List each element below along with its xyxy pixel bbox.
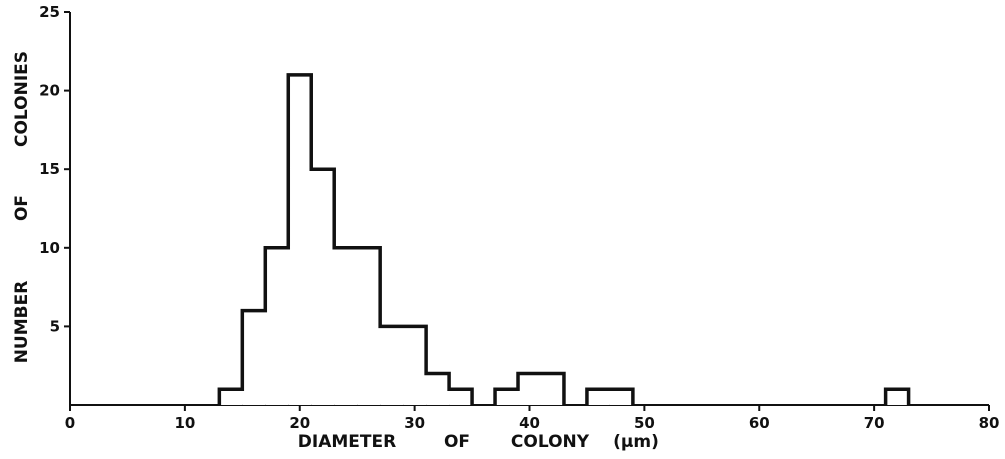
histogram-bar <box>242 310 266 405</box>
histogram-bar <box>449 389 473 405</box>
histogram-bar <box>540 373 564 405</box>
histogram-bar <box>609 389 633 405</box>
histogram-bar <box>288 74 312 405</box>
histogram-bar <box>219 389 243 405</box>
x-axis-title-word: COLONY <box>511 432 590 452</box>
x-axis-title: DIAMETER OF COLONY (μm) <box>298 432 659 452</box>
histogram-bars <box>219 74 909 405</box>
y-axis-title-word: COLONIES <box>12 51 32 147</box>
histogram-step-outline <box>493 371 566 405</box>
histogram-bar <box>426 373 450 405</box>
histogram-step-outline <box>217 73 474 405</box>
histogram-bar <box>495 389 519 405</box>
x-axis-ticks: 0 10 20 30 40 50 60 70 80 <box>65 405 1000 432</box>
x-axis-title-word: (μm) <box>613 432 659 452</box>
x-tick-label: 70 <box>864 414 885 432</box>
x-axis-title-word: OF <box>444 432 470 452</box>
x-tick-label: 80 <box>979 414 1000 432</box>
histogram-step-outline <box>585 387 635 405</box>
histogram-step-outline <box>883 387 911 405</box>
histogram-bar <box>403 326 427 405</box>
histogram-bar <box>357 247 381 405</box>
histogram-bar <box>265 247 289 405</box>
histogram-bar <box>334 247 358 405</box>
histogram-bar <box>311 169 335 405</box>
y-tick-label: 20 <box>39 82 60 100</box>
y-tick-label: 5 <box>50 317 60 335</box>
x-tick-label: 40 <box>519 414 540 432</box>
y-tick-label: 15 <box>39 160 60 178</box>
y-axis-ticks: 5 10 15 20 25 <box>39 3 70 335</box>
x-tick-label: 0 <box>65 414 75 432</box>
axes <box>69 12 989 406</box>
y-axis-title-word: OF <box>12 195 32 221</box>
y-tick-label: 10 <box>39 239 60 257</box>
x-tick-label: 10 <box>174 414 195 432</box>
histogram-bar <box>586 389 610 405</box>
x-axis-title-word: DIAMETER <box>298 432 396 452</box>
histogram-bar <box>380 326 404 405</box>
histogram-bar <box>518 373 541 405</box>
histogram-outline <box>217 73 911 405</box>
y-axis-title-word: NUMBER <box>12 281 32 364</box>
x-tick-label: 30 <box>404 414 425 432</box>
x-tick-label: 60 <box>749 414 770 432</box>
y-axis-title: NUMBER OF COLONIES <box>12 51 32 363</box>
x-tick-label: 50 <box>634 414 655 432</box>
x-tick-label: 20 <box>289 414 310 432</box>
histogram-bar <box>885 389 909 405</box>
y-tick-label: 25 <box>39 3 60 21</box>
